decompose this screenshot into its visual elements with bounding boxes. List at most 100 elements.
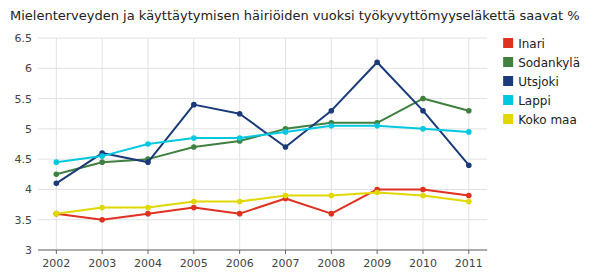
legend-label: Koko maa	[518, 113, 577, 127]
x-tick-label: 2011	[455, 257, 483, 270]
grid-line-x	[285, 38, 286, 250]
grid-line-x	[331, 38, 332, 250]
grid-line-y	[38, 68, 487, 69]
x-tick-label: 2002	[42, 257, 70, 270]
series-point	[466, 193, 472, 199]
grid-line-x	[193, 38, 194, 250]
legend-swatch	[503, 114, 513, 124]
x-tick	[193, 250, 194, 254]
grid-line-y	[38, 250, 487, 251]
x-tick-label: 2005	[180, 257, 208, 270]
grid-line-x	[422, 38, 423, 250]
series-point	[145, 211, 151, 217]
series-line	[56, 126, 468, 162]
grid-line-y	[38, 98, 487, 99]
series-line	[56, 99, 468, 175]
legend-swatch	[503, 76, 513, 86]
series-point	[374, 123, 380, 129]
series-point	[283, 129, 289, 135]
grid-line-y	[38, 38, 487, 39]
grid-line-x	[468, 38, 469, 250]
legend: Inari Sodankylä Utsjoki Lappi Koko maa	[503, 37, 580, 127]
y-tick-label: 4.5	[15, 153, 33, 166]
y-tick-label: 6.5	[15, 32, 33, 45]
series-point	[420, 187, 426, 193]
series-point	[329, 193, 335, 199]
x-tick	[377, 250, 378, 254]
series-point	[420, 126, 426, 132]
y-tick-label: 3	[25, 244, 32, 257]
x-tick-label: 2004	[134, 257, 162, 270]
series-point	[374, 59, 380, 65]
x-tick	[239, 250, 240, 254]
series-point	[374, 190, 380, 196]
series-point	[329, 123, 335, 129]
page: {"chart_data": { "type": "line", "title"…	[0, 0, 595, 280]
x-tick	[147, 250, 148, 254]
series-point	[466, 199, 472, 205]
series-point	[329, 108, 335, 114]
series-point	[466, 129, 472, 135]
legend-swatch	[503, 57, 513, 67]
series-point	[466, 108, 472, 114]
x-tick-label: 2008	[317, 257, 345, 270]
series-point	[420, 108, 426, 114]
grid	[38, 38, 487, 250]
series-point	[420, 96, 426, 102]
grid-line-x	[377, 38, 378, 250]
x-tick	[422, 250, 423, 254]
series-point	[420, 193, 426, 199]
series-point	[99, 159, 105, 165]
grid-line-x	[56, 38, 57, 250]
x-tick	[331, 250, 332, 254]
legend-swatch	[503, 95, 513, 105]
series-point	[237, 211, 243, 217]
legend-swatch	[503, 38, 513, 48]
series-point	[54, 211, 60, 217]
x-tick-label: 2009	[363, 257, 391, 270]
series-point	[329, 211, 335, 217]
x-tick	[56, 250, 57, 254]
x-tick-label: 2006	[226, 257, 254, 270]
series-point	[54, 159, 60, 165]
series-point	[283, 144, 289, 150]
x-tick-label: 2010	[409, 257, 437, 270]
series-point	[54, 181, 60, 187]
series-point	[145, 141, 151, 147]
series-point	[99, 153, 105, 159]
axes: 33.544.555.566.5200220032004200520062007…	[15, 32, 488, 270]
series-point	[191, 205, 197, 211]
x-tick	[468, 250, 469, 254]
grid-line-y	[38, 159, 487, 160]
legend-label: Inari	[518, 37, 545, 51]
legend-label: Lappi	[518, 94, 551, 108]
series-point	[191, 102, 197, 108]
chart: Mielenterveyden ja käyttäytymisen häiriö…	[0, 0, 595, 280]
series-point	[191, 199, 197, 205]
series-point	[99, 205, 105, 211]
series-point	[237, 135, 243, 141]
series-point	[466, 162, 472, 168]
grid-line-x	[239, 38, 240, 250]
y-tick-label: 5	[25, 123, 32, 136]
series-point	[191, 144, 197, 150]
series-point	[283, 193, 289, 199]
series-line	[56, 189, 468, 219]
series-point	[237, 199, 243, 205]
y-tick-label: 6	[25, 62, 32, 75]
y-tick-label: 5.5	[15, 93, 33, 106]
x-tick-label: 2003	[88, 257, 116, 270]
series-point	[191, 135, 197, 141]
series-line	[56, 192, 468, 213]
y-tick-label: 4	[25, 183, 32, 196]
x-tick	[285, 250, 286, 254]
title: Mielenterveyden ja käyttäytymisen häiriö…	[10, 8, 580, 23]
y-tick-label: 3.5	[15, 214, 33, 227]
plot-area	[54, 59, 472, 222]
series-point	[54, 211, 60, 217]
series-point	[237, 111, 243, 117]
legend-label: Utsjoki	[518, 75, 559, 89]
legend-label: Sodankylä	[518, 56, 580, 70]
series-point	[145, 159, 151, 165]
series-point	[145, 205, 151, 211]
